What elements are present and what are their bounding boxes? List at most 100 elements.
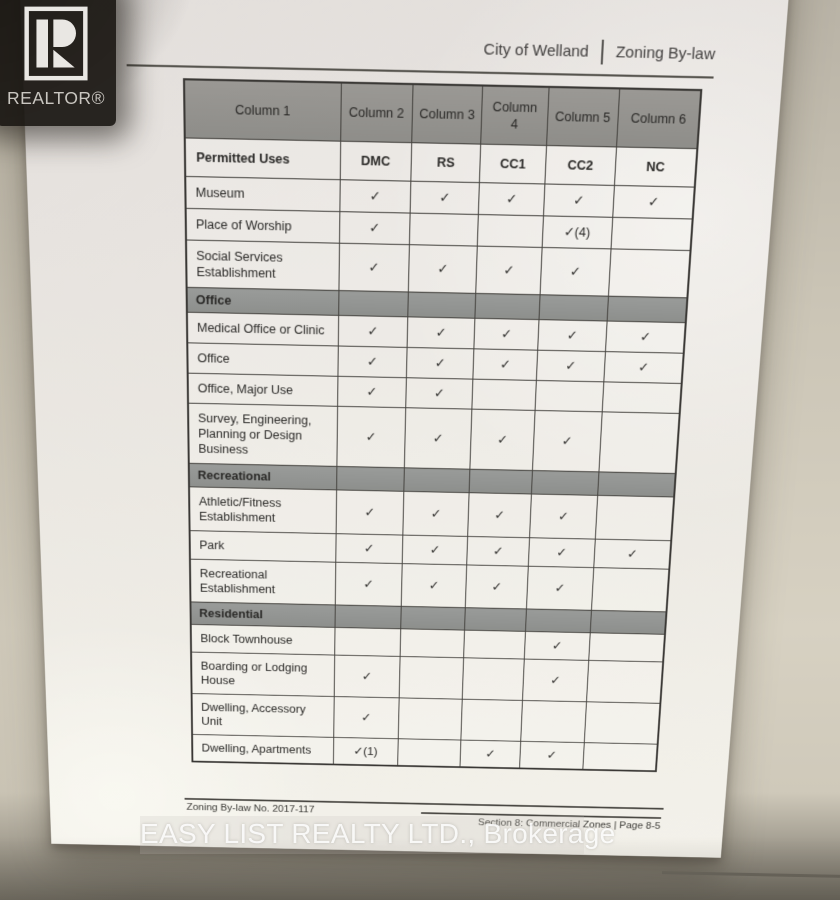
section-header-cell <box>590 610 666 634</box>
page-content: City of Welland Zoning By-law Column 1 Co… <box>126 30 716 823</box>
empty-cell <box>595 495 674 540</box>
column-header-2: Column 2 <box>340 83 413 143</box>
checkmark-cell: ✓ <box>339 180 410 213</box>
column-header-5: Column 5 <box>546 87 620 147</box>
checkmark-cell: ✓ <box>403 491 470 536</box>
zone-header-rs: RS <box>411 143 481 183</box>
checkmark-cell: ✓ <box>543 184 614 217</box>
empty-cell <box>589 633 665 662</box>
zone-header-cc1: CC1 <box>480 144 546 184</box>
realtor-label: REALTOR® <box>0 88 116 109</box>
checkmark-cell: ✓ <box>605 321 685 353</box>
zone-header-dmc: DMC <box>340 141 412 181</box>
checkmark-cell: ✓ <box>604 352 684 384</box>
column-header-4: Column 4 <box>481 86 549 146</box>
checkmark-cell: ✓ <box>529 494 597 539</box>
checkmark-cell: ✓ <box>467 536 529 566</box>
empty-cell <box>400 629 465 658</box>
section-header-cell <box>401 606 466 630</box>
checkmark-cell: ✓ <box>532 410 602 471</box>
zone-header-nc: NC <box>614 147 697 187</box>
checkmark-cell: ✓ <box>337 346 407 378</box>
empty-cell <box>398 698 462 740</box>
checkmark-cell: ✓ <box>401 564 467 608</box>
use-label: Museum <box>185 176 340 211</box>
checkmark-cell: ✓ <box>338 315 408 347</box>
checkmark-cell: ✓ <box>522 659 589 702</box>
section-header-cell <box>469 469 532 494</box>
document-page: City of Welland Zoning By-law Column 1 Co… <box>17 0 793 858</box>
section-header-cell <box>475 293 539 319</box>
use-label: Athletic/Fitness Establishment <box>189 487 336 534</box>
use-label: Boarding or Lodging House <box>191 652 334 696</box>
checkmark-cell: ✓(1) <box>333 737 398 765</box>
checkmark-cell: ✓ <box>336 406 405 468</box>
checkmark-cell: ✓ <box>336 490 404 535</box>
table-row: Survey, Engineering, Planning or Design … <box>188 403 680 473</box>
empty-cell <box>464 630 525 659</box>
empty-cell <box>409 213 478 246</box>
realtor-watermark: REALTOR® <box>0 0 116 126</box>
table-row: Column 1 Column 2 Column 3 Column 4 Column 5… <box>184 79 701 148</box>
checkmark-cell: ✓ <box>540 247 611 296</box>
section-header-cell <box>598 472 676 497</box>
empty-cell <box>535 380 604 411</box>
empty-cell <box>399 656 464 699</box>
checkmark-cell: ✓ <box>479 183 545 216</box>
checkmark-cell: ✓ <box>613 185 695 219</box>
empty-cell <box>478 215 543 248</box>
column-header-6: Column 6 <box>616 88 701 148</box>
section-header-cell <box>408 292 476 318</box>
use-label: Place of Worship <box>186 208 340 243</box>
checkmark-cell: ✓ <box>594 539 672 569</box>
checkmark-cell: ✓ <box>468 493 531 538</box>
empty-cell <box>398 739 462 767</box>
empty-cell <box>334 627 400 656</box>
realtor-logo-icon <box>24 6 88 81</box>
page-header: City of Welland Zoning By-law <box>126 30 716 79</box>
use-label: Office, Major Use <box>188 373 338 406</box>
empty-cell <box>461 699 522 741</box>
section-header-cell <box>465 608 526 632</box>
checkmark-cell: ✓ <box>460 740 520 768</box>
empty-cell <box>611 217 693 250</box>
checkmark-cell: ✓ <box>537 320 607 352</box>
use-label: Park <box>190 531 336 563</box>
section-header-label: Office <box>187 287 339 315</box>
checkmark-cell: ✓ <box>476 246 542 295</box>
checkmark-cell: ✓ <box>404 408 472 469</box>
checkmark-cell: ✓ <box>337 376 406 407</box>
checkmark-cell: ✓ <box>338 243 409 292</box>
checkmark-cell: ✓ <box>333 697 399 739</box>
empty-cell <box>586 660 663 703</box>
checkmark-cell: ✓ <box>408 245 477 294</box>
header-divider <box>601 40 604 65</box>
surface-edge-line <box>662 871 840 878</box>
checkmark-cell: ✓ <box>466 565 528 609</box>
section-header-cell <box>531 470 599 495</box>
section-header-cell <box>335 605 402 629</box>
use-label: Block Townhouse <box>191 624 335 655</box>
empty-cell <box>608 249 690 298</box>
photo-background: City of Welland Zoning By-law Column 1 Co… <box>0 0 840 900</box>
section-header-cell <box>404 468 470 493</box>
header-document-title: Zoning By-law <box>615 43 715 63</box>
checkmark-cell: ✓ <box>407 317 475 349</box>
checkmark-cell: ✓ <box>406 347 474 379</box>
section-header-cell <box>539 295 609 321</box>
section-header-label: Residential <box>190 602 334 628</box>
zone-header-cc2: CC2 <box>544 145 616 185</box>
checkmark-cell: ✓ <box>335 562 402 606</box>
use-label: Office <box>187 343 338 376</box>
header-municipality: City of Welland <box>483 40 589 61</box>
checkmark-cell: ✓ <box>474 318 538 350</box>
use-label: Medical Office or Clinic <box>187 312 338 346</box>
checkmark-cell: ✓ <box>473 349 537 381</box>
checkmark-cell: ✓ <box>470 409 534 470</box>
brokerage-watermark: EASY LIST REALTY LTD., Brokerage <box>140 816 584 854</box>
column-header-3: Column 3 <box>412 84 483 144</box>
section-header-cell <box>338 291 408 317</box>
empty-cell <box>472 379 536 410</box>
checkmark-cell: ✓(4) <box>542 216 613 249</box>
section-header-cell <box>336 466 404 491</box>
